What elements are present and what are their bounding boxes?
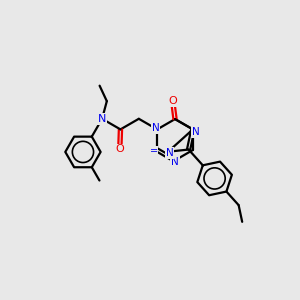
Text: N: N — [152, 123, 160, 133]
Text: O: O — [168, 96, 177, 106]
Text: O: O — [116, 144, 124, 154]
Text: N: N — [98, 114, 106, 124]
Text: =: = — [150, 146, 158, 157]
Text: N: N — [192, 127, 200, 137]
Text: N: N — [166, 148, 173, 158]
Text: N: N — [171, 157, 179, 167]
